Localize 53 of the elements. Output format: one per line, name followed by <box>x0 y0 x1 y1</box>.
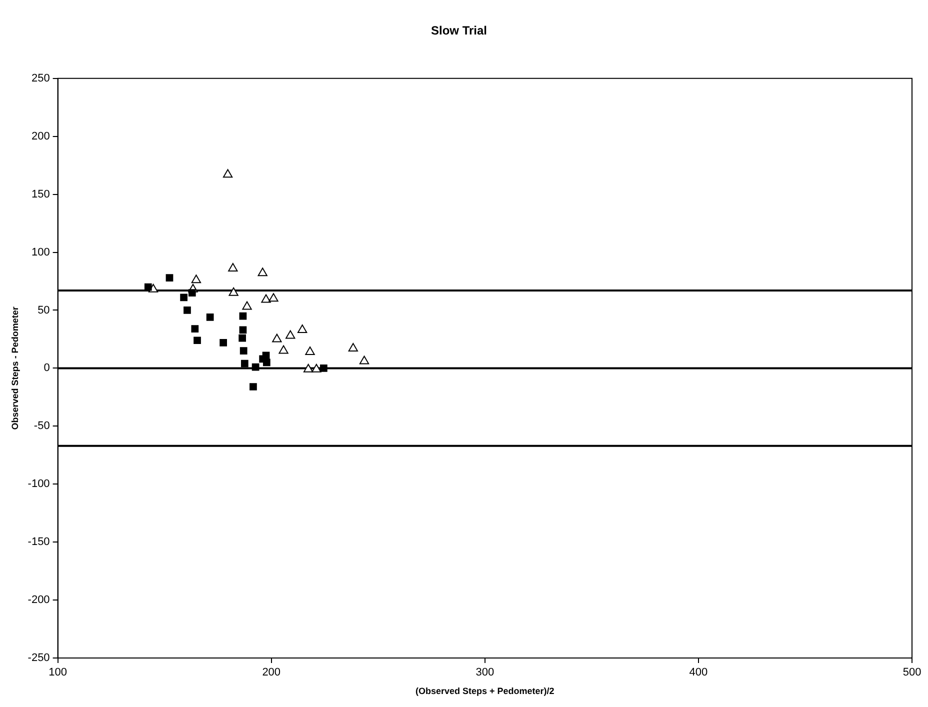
x-tick-label: 100 <box>48 666 67 679</box>
point <box>297 324 308 333</box>
point <box>240 347 248 354</box>
point <box>250 383 257 390</box>
point <box>144 283 152 291</box>
x-tick-label: 400 <box>689 666 708 679</box>
point <box>238 334 246 342</box>
chart-title: Slow Trial <box>430 24 488 38</box>
point <box>206 314 214 321</box>
point <box>222 169 233 178</box>
y-tick-label: -50 <box>34 420 50 432</box>
point <box>191 325 199 332</box>
point <box>191 274 202 284</box>
y-tick-label: -200 <box>28 594 50 606</box>
point <box>194 336 201 344</box>
y-tick-label: 200 <box>31 130 50 142</box>
point <box>303 364 314 372</box>
point <box>268 293 278 302</box>
y-axis-title: Observed Steps - Pedometer <box>10 306 20 430</box>
y-tick-label: -150 <box>28 536 50 548</box>
y-tick-label: 50 <box>38 304 50 316</box>
point <box>305 346 315 355</box>
point <box>240 360 248 368</box>
point <box>286 330 296 339</box>
y-tick-label: -100 <box>28 478 50 490</box>
point <box>166 274 174 282</box>
point <box>278 345 288 354</box>
y-tick-label: 250 <box>31 72 50 84</box>
x-tick-label: 300 <box>476 666 494 679</box>
point <box>252 363 260 371</box>
point <box>272 334 282 342</box>
point <box>228 263 238 272</box>
point <box>348 342 358 352</box>
y-tick-label: 100 <box>31 246 50 258</box>
x-tick-label: 500 <box>902 666 922 679</box>
x-tick-label: 200 <box>262 666 281 679</box>
y-tick-label: 0 <box>44 362 50 374</box>
y-tick-label: 150 <box>31 188 50 200</box>
point <box>184 306 191 314</box>
point <box>220 339 227 346</box>
point <box>239 326 247 334</box>
point <box>261 294 271 303</box>
point <box>242 301 252 310</box>
point <box>320 364 328 372</box>
y-tick-label: -250 <box>28 652 50 664</box>
point <box>258 268 268 276</box>
point <box>180 294 188 302</box>
point <box>359 356 370 364</box>
point <box>188 289 196 297</box>
point <box>312 364 322 372</box>
point <box>239 312 247 320</box>
x-axis-title: (Observed Steps + Pedometer)/2 <box>416 686 554 696</box>
point <box>228 287 238 296</box>
